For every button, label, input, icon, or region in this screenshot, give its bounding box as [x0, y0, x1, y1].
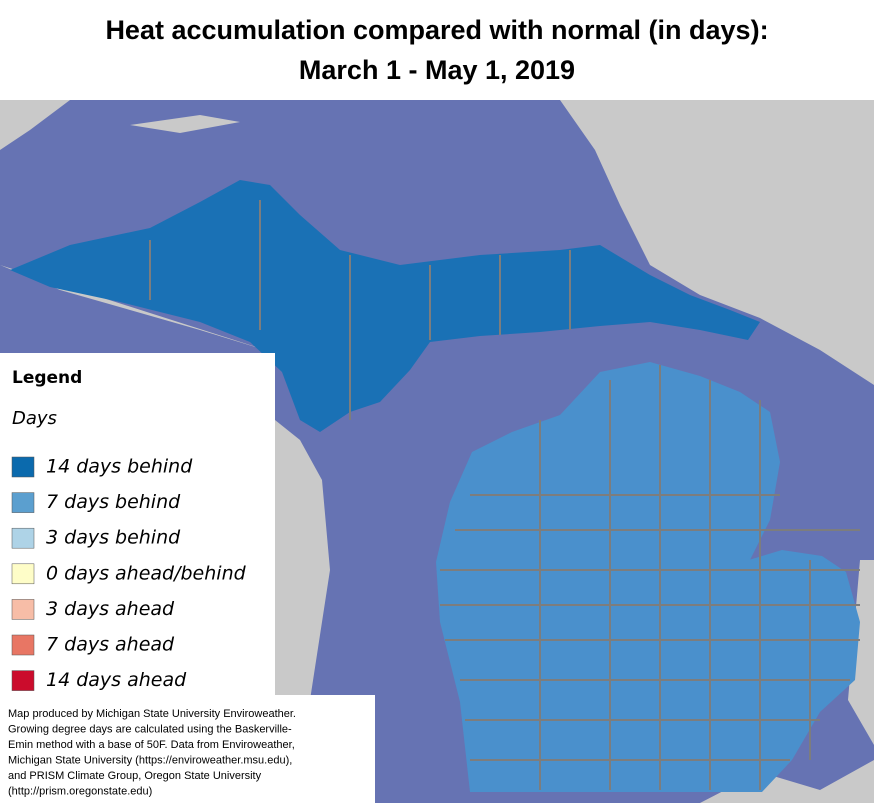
legend-swatch	[11, 670, 35, 691]
title-line: March 1 - May 1, 2019	[299, 55, 575, 85]
upper-peninsula	[10, 180, 760, 432]
land	[848, 560, 874, 745]
credits: Map produced by Michigan State Universit…	[8, 708, 296, 798]
legend-label: 7 days ahead	[46, 634, 175, 656]
credit-line: Map produced by Michigan State Universit…	[8, 708, 296, 720]
land	[0, 265, 330, 700]
land	[560, 100, 874, 385]
legend-subheading: Days	[12, 408, 57, 429]
legend-label: 7 days behind	[46, 491, 181, 513]
credit-line: (http://prism.oregonstate.edu)	[8, 785, 152, 797]
legend-swatch	[11, 456, 35, 478]
legend-label: 14 days behind	[46, 456, 193, 478]
credit-line: Emin method with a base of 50F. Data fro…	[8, 739, 295, 751]
legend-swatch	[11, 492, 35, 513]
land	[700, 760, 874, 803]
legend-box	[0, 353, 275, 695]
legend-swatch	[11, 527, 35, 549]
title-line: Heat accumulation compared with normal (…	[105, 15, 768, 45]
legend-swatch	[11, 634, 35, 656]
legend-swatch	[11, 599, 35, 620]
credit-line: and PRISM Climate Group, Oregon State Un…	[8, 770, 262, 782]
lower-peninsula	[436, 362, 860, 792]
legend-items: 14 days behind 7 days behind 3 days behind…	[11, 456, 247, 691]
island	[130, 115, 240, 133]
legend-heading: Legend	[12, 368, 82, 388]
land	[0, 100, 70, 150]
map	[0, 100, 874, 803]
legend-label: 3 days behind	[46, 527, 181, 549]
title-area	[0, 0, 874, 100]
credits-box	[0, 695, 375, 803]
legend-label: 0 days ahead/behind	[46, 562, 247, 584]
legend-label: 14 days ahead	[46, 669, 187, 691]
legend-label: 3 days ahead	[46, 598, 175, 620]
credit-line: Michigan State University (https://envir…	[8, 754, 292, 766]
legend-swatch	[11, 563, 35, 585]
credit-line: Growing degree days are calculated using…	[8, 723, 292, 735]
